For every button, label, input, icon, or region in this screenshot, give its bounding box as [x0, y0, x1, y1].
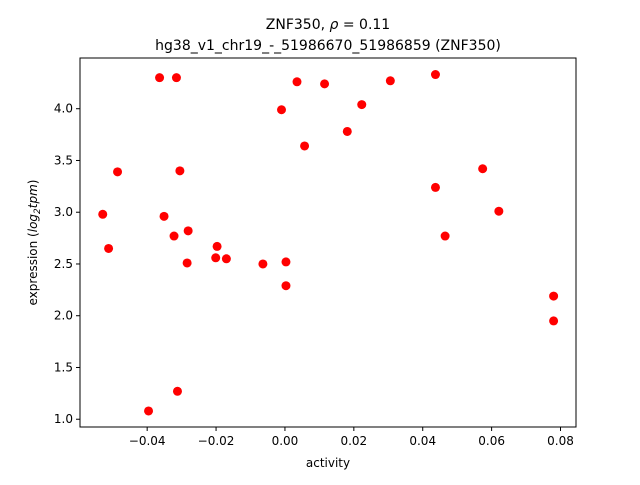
data-point: [385, 76, 395, 86]
data-point: [171, 73, 181, 83]
x-tick-label: −0.04: [129, 434, 166, 448]
y-tick-label: 3.5: [54, 153, 73, 167]
chart-title-line1: ZNF350, ρ = 0.11: [266, 17, 390, 33]
data-point: [182, 258, 192, 268]
y-tick-label: 4.0: [54, 102, 73, 116]
data-point: [211, 253, 221, 263]
data-point: [478, 164, 488, 174]
data-point: [183, 226, 193, 236]
y-tick-label: 1.5: [54, 360, 73, 374]
x-tick-label: 0.02: [340, 434, 367, 448]
x-tick-label: 0.04: [409, 434, 436, 448]
y-tick-label: 2.0: [54, 309, 73, 323]
x-tick-label: 0.06: [478, 434, 505, 448]
chart-title-line2: hg38_v1_chr19_-_51986670_51986859 (ZNF35…: [155, 38, 501, 54]
data-point: [144, 406, 154, 416]
data-point: [212, 241, 222, 251]
data-point: [549, 291, 559, 301]
y-tick-label: 3.0: [54, 205, 73, 219]
plot-frame: [79, 57, 577, 428]
data-point: [155, 73, 165, 83]
data-point: [172, 386, 182, 396]
y-axis-ticks: 1.0 1.5 2.0 2.5 3.0 3.5 4.0: [54, 102, 80, 426]
x-tick-label: 0.08: [547, 434, 574, 448]
x-axis-label: activity: [306, 456, 350, 470]
data-point: [281, 281, 291, 291]
data-point: [430, 182, 440, 192]
data-point: [430, 70, 440, 80]
y-tick-label: 1.0: [54, 412, 73, 426]
data-point: [320, 79, 330, 89]
x-axis-ticks: −0.04 −0.02 0.00 0.02 0.04 0.06 0.08: [129, 427, 574, 448]
data-point: [258, 259, 268, 269]
data-point: [221, 254, 231, 264]
data-point: [98, 209, 108, 219]
data-point: [494, 206, 504, 216]
x-tick-label: 0.00: [272, 434, 299, 448]
data-point: [113, 167, 123, 177]
data-point: [175, 166, 185, 176]
x-tick-label: −0.02: [198, 434, 235, 448]
data-point: [300, 141, 310, 151]
data-point: [549, 316, 559, 326]
data-point: [159, 211, 169, 221]
y-tick-label: 2.5: [54, 257, 73, 271]
data-point: [277, 105, 286, 115]
y-axis-label: expression (log2tpm): [26, 180, 43, 306]
data-point: [292, 77, 302, 87]
data-point: [281, 257, 291, 267]
data-point: [440, 231, 450, 241]
data-point: [357, 100, 367, 110]
data-point: [104, 243, 114, 253]
data-point: [342, 126, 352, 136]
data-points: [98, 70, 559, 416]
data-point: [169, 231, 179, 241]
